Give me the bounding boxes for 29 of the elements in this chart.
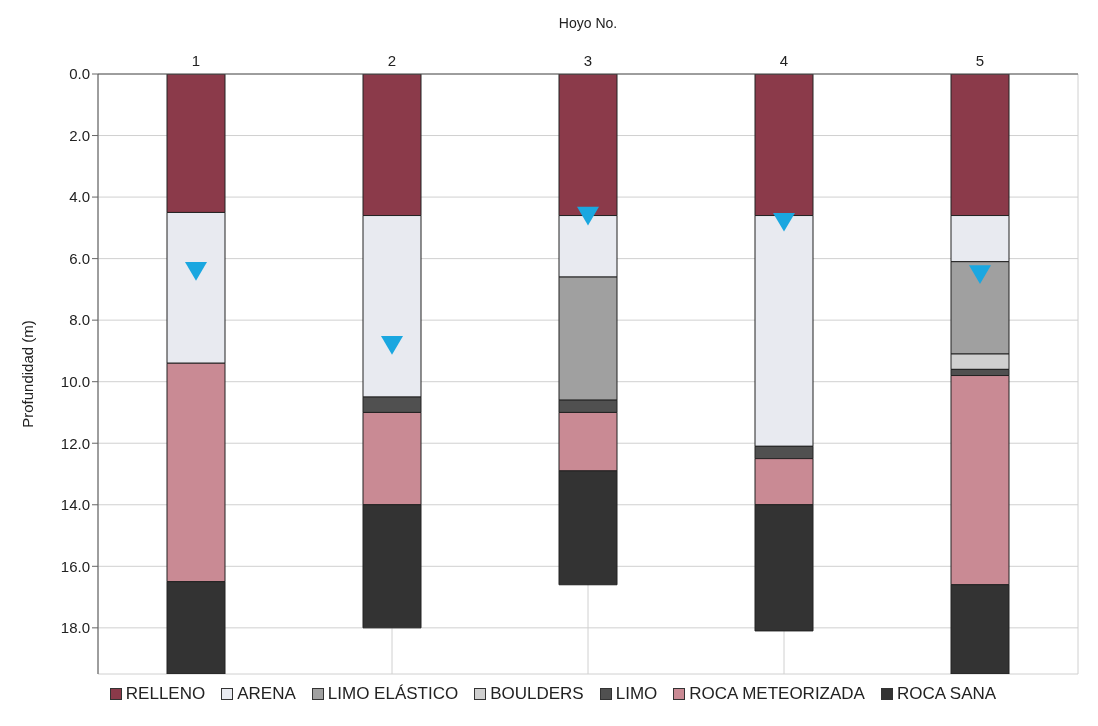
legend-label: RELLENO — [125, 684, 206, 704]
point — [185, 262, 207, 281]
legend-label: LIMO — [615, 684, 658, 704]
legend-label: ARENA — [237, 684, 296, 704]
y-tick-label: 2.0 — [69, 126, 90, 144]
point — [381, 335, 403, 355]
y-tick-label: 8.0 — [69, 311, 90, 329]
x-tick-label: 5 — [975, 52, 985, 69]
point — [773, 212, 795, 232]
legend-label: ROCA METEORIZADA — [689, 684, 865, 704]
x-tick-label: 1 — [191, 52, 201, 69]
x-axis-title: Hoyo No. — [558, 14, 618, 31]
y-tick-label: 18.0 — [60, 619, 90, 637]
legend-label: ROCA SANA — [896, 684, 997, 704]
y-tick-label: 6.0 — [69, 249, 90, 267]
y-tick-label: 10.0 — [60, 373, 90, 391]
legend-label: LIMO ELÁSTICO — [327, 684, 459, 704]
y-axis-title: Profundidad (m) — [19, 320, 37, 428]
x-tick-label: 2 — [387, 52, 397, 69]
y-tick-label: 12.0 — [60, 434, 90, 452]
x-tick-label: 4 — [779, 52, 789, 69]
legend-label: BOULDERS — [490, 684, 584, 704]
y-tick-label: 4.0 — [69, 188, 90, 206]
y-tick-label: 0.0 — [69, 65, 90, 83]
point — [577, 206, 599, 226]
point — [969, 265, 991, 284]
y-tick-label: 14.0 — [60, 496, 90, 514]
y-tick-label: 16.0 — [60, 557, 90, 575]
x-tick-label: 3 — [583, 52, 593, 69]
